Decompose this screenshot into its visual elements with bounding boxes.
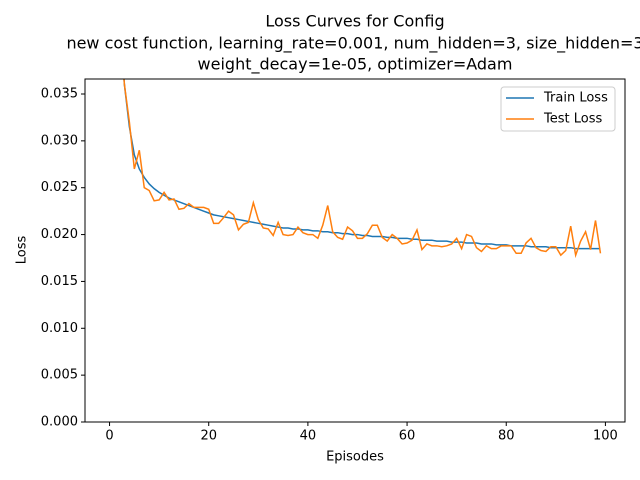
chart-subtitle: weight_decay=1e-05, optimizer=Adam (198, 55, 513, 75)
plot-area (123, 79, 602, 259)
y-tick-label: 0.000 (41, 415, 78, 430)
x-tick-label: 20 (200, 429, 217, 444)
x-tick-label: 40 (300, 429, 317, 444)
chart-subtitle: new cost function, learning_rate=0.001, … (66, 34, 640, 54)
y-tick-label: 0.010 (41, 321, 78, 336)
y-tick-label: 0.015 (41, 274, 78, 289)
x-tick-label: 80 (498, 429, 515, 444)
y-tick-label: 0.020 (41, 227, 78, 242)
chart-title: Loss Curves for Config (265, 12, 444, 31)
legend-label: Train Loss (543, 91, 608, 106)
y-axis-label: Loss (15, 236, 30, 265)
y-tick-label: 0.005 (41, 368, 78, 383)
legend-label: Test Loss (543, 112, 602, 127)
y-tick-label: 0.025 (41, 180, 78, 195)
line-series (123, 79, 602, 259)
x-tick-label: 0 (105, 429, 113, 444)
x-axis-label: Episodes (326, 450, 384, 465)
axes-frame (84, 78, 626, 423)
x-tick-label: 60 (399, 429, 416, 444)
y-tick-label: 0.030 (41, 133, 78, 148)
x-tick-label: 100 (593, 429, 618, 444)
y-tick-label: 0.035 (41, 86, 78, 101)
